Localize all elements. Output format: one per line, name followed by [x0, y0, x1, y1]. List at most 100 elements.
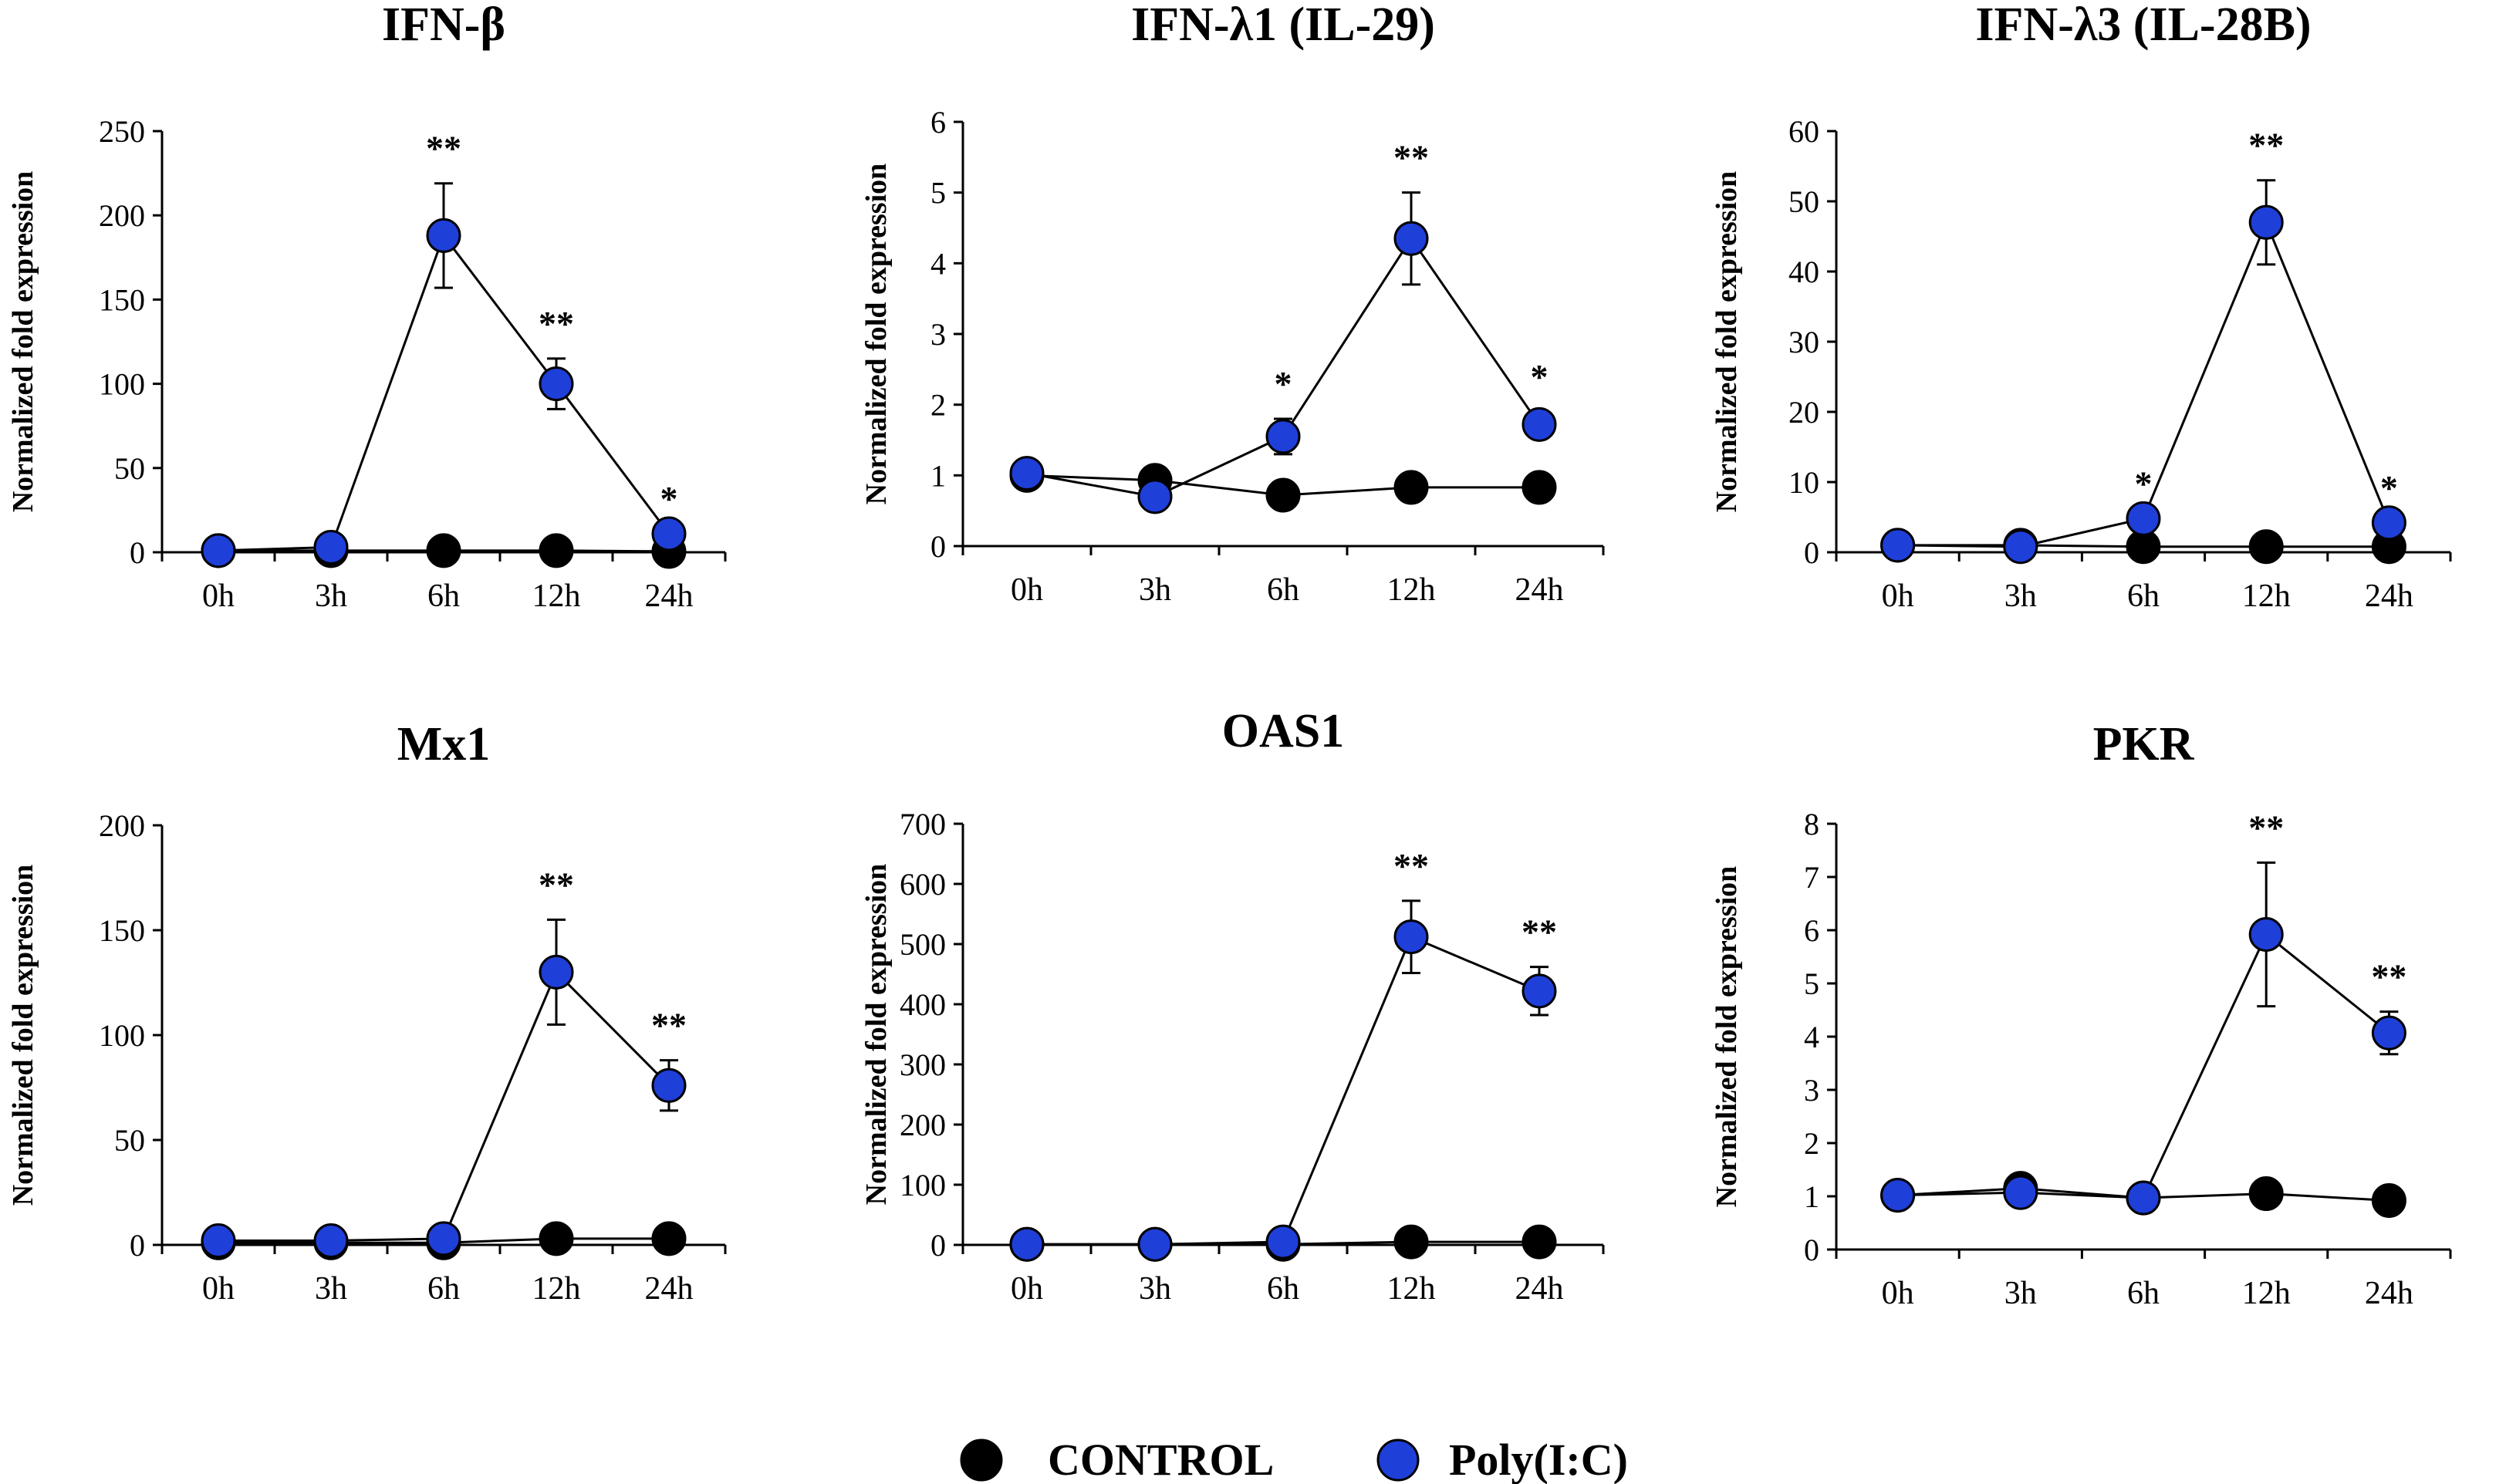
control-data-point [2248, 1176, 2284, 1212]
x-tick-label: 24h [2365, 1276, 2413, 1311]
treated-data-point [2371, 505, 2406, 541]
treated-data-point [1393, 919, 1429, 955]
x-tick-label: 24h [645, 1271, 694, 1307]
control-data-point [2248, 529, 2284, 565]
legend: CONTROL Poly(I:C) [960, 1435, 1628, 1484]
x-tick-label: 24h [1515, 572, 1564, 608]
y-tick-label: 50 [1788, 184, 1819, 219]
legend-treated-label: Poly(I:C) [1449, 1435, 1628, 1484]
y-tick-label: 500 [900, 927, 946, 962]
x-tick-label: 6h [427, 578, 460, 614]
significance-marker: ** [2248, 126, 2284, 165]
chart-panel: PKR Normalized fold expression 0 1 2 3 4 5 6 7 8 0h… [1711, 718, 2452, 1311]
chart-panel: IFN-β Normalized fold expression 0 50 100 150… [7, 0, 727, 614]
x-tick-label: 0h [1011, 1271, 1043, 1307]
y-tick-label: 200 [99, 198, 145, 233]
significance-marker: * [660, 479, 678, 518]
y-tick-label: 60 [1788, 114, 1819, 149]
chart-title: Mx1 [397, 718, 491, 771]
y-tick-label: 700 [900, 807, 946, 841]
control-data-point [539, 1221, 574, 1256]
treated-data-point [1265, 419, 1301, 454]
treated-data-point [1265, 1224, 1301, 1260]
x-tick-label: 12h [532, 578, 581, 614]
x-tick-label: 24h [2365, 578, 2413, 614]
legend-control-marker [960, 1438, 1003, 1482]
significance-marker: ** [2248, 808, 2284, 847]
y-tick-label: 6 [1804, 913, 1819, 948]
y-tick-label: 100 [99, 367, 145, 402]
treated-data-point [426, 218, 461, 253]
x-tick-label: 6h [1267, 572, 1299, 608]
treated-series-line [218, 970, 670, 1243]
chart-title: IFN-λ3 (IL-28B) [1975, 0, 2311, 51]
y-axis-label: Normalized fold expression [7, 865, 39, 1206]
control-data-point [1265, 477, 1301, 513]
control-data-point [1393, 470, 1429, 505]
control-data-point [539, 533, 574, 568]
x-tick-label: 6h [2127, 578, 2160, 614]
treated-data-point [651, 516, 687, 551]
y-tick-label: 50 [114, 451, 145, 486]
x-tick-label: 12h [532, 1271, 581, 1307]
treated-data-point [426, 1221, 461, 1256]
x-tick-label: 3h [2004, 1276, 2037, 1311]
x-tick-label: 12h [2242, 1276, 2291, 1311]
significance-marker: ** [539, 304, 574, 343]
y-tick-label: 3 [1804, 1073, 1819, 1108]
treated-data-point [2248, 204, 2284, 240]
significance-marker: ** [2371, 957, 2406, 997]
treated-data-point [201, 1223, 236, 1259]
treated-data-point [1880, 528, 1916, 563]
y-tick-label: 600 [900, 867, 946, 902]
x-tick-label: 12h [2242, 578, 2291, 614]
y-axis-label: Normalized fold expression [860, 864, 893, 1206]
y-tick-label: 100 [99, 1018, 145, 1053]
y-tick-label: 6 [930, 105, 946, 140]
significance-marker: ** [1393, 846, 1429, 885]
y-tick-label: 400 [900, 987, 946, 1022]
chart-title: PKR [2093, 718, 2195, 771]
treated-data-point [539, 954, 574, 990]
treated-data-point [1137, 1226, 1173, 1262]
y-tick-label: 7 [1804, 860, 1819, 895]
x-tick-label: 0h [1882, 578, 1914, 614]
y-tick-label: 3 [930, 317, 946, 352]
chart-title: IFN-λ1 (IL-29) [1131, 0, 1435, 51]
y-tick-label: 300 [900, 1047, 946, 1082]
significance-marker: * [1275, 364, 1292, 403]
y-tick-label: 200 [99, 808, 145, 843]
y-tick-label: 30 [1788, 325, 1819, 359]
chart-title: OAS1 [1222, 705, 1344, 757]
x-tick-label: 0h [1011, 572, 1043, 608]
treated-data-point [313, 1223, 349, 1259]
x-tick-label: 12h [1387, 1271, 1436, 1307]
y-axis-label: Normalized fold expression [860, 164, 893, 505]
treated-series-line [1027, 935, 1540, 1246]
significance-marker: * [2135, 464, 2153, 503]
significance-marker: ** [651, 1006, 687, 1045]
treated-data-point [2003, 529, 2038, 565]
x-tick-label: 3h [315, 1271, 347, 1307]
chart-panel: Mx1 Normalized fold expression 0 50 100 150 20… [7, 718, 727, 1307]
y-tick-label: 200 [900, 1108, 946, 1142]
x-tick-label: 0h [202, 578, 235, 614]
y-tick-label: 5 [1804, 966, 1819, 1001]
chart-panel: IFN-λ1 (IL-29) Normalized fold expression… [860, 0, 1605, 608]
y-axis-label: Normalized fold expression [7, 171, 39, 513]
x-tick-label: 24h [645, 578, 694, 614]
y-tick-label: 10 [1788, 465, 1819, 500]
control-data-point [651, 1221, 687, 1256]
y-tick-label: 2 [930, 388, 946, 423]
y-tick-label: 0 [1804, 1233, 1819, 1267]
treated-data-point [2126, 1180, 2161, 1216]
y-tick-label: 100 [900, 1168, 946, 1202]
chart-panel: IFN-λ3 (IL-28B) Normalized fold expressio… [1711, 0, 2452, 614]
significance-marker: * [1531, 357, 1549, 396]
y-tick-label: 0 [1804, 535, 1819, 570]
significance-marker: ** [426, 129, 461, 168]
y-tick-label: 2 [1804, 1126, 1819, 1161]
y-tick-label: 1 [930, 458, 946, 493]
treated-data-point [2126, 501, 2161, 536]
treated-data-point [1522, 406, 1557, 442]
